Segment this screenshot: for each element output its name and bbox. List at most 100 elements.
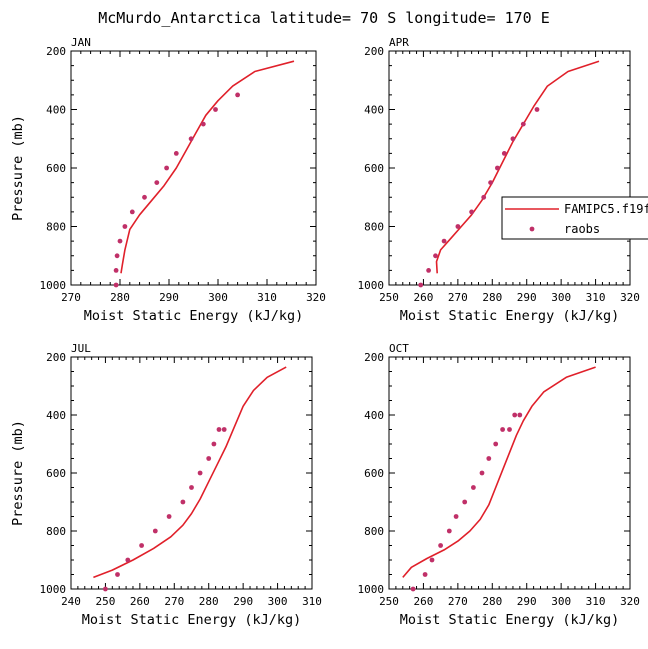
raobs-point: [125, 557, 131, 563]
raobs-point: [221, 427, 227, 432]
x-tick-label: 320: [620, 291, 640, 304]
raobs-point: [455, 224, 461, 229]
x-axis-label: Moist Static Energy (kJ/kg): [400, 612, 619, 628]
raobs-point: [152, 528, 158, 534]
raobs-point: [129, 209, 135, 215]
raobs-point: [418, 282, 424, 288]
raobs-point: [441, 238, 447, 244]
panel-jan: JAN 270 280 290 300 310 320 200 400 600 800 1000 Moi…: [10, 36, 326, 324]
y-tick-label: 600: [46, 467, 66, 480]
y-tick-label: 1000: [40, 279, 67, 292]
raobs-point: [500, 427, 505, 432]
x-tick-label: 250: [379, 595, 399, 608]
x-tick-label: 260: [413, 595, 433, 608]
x-tick-label: 280: [482, 595, 502, 608]
raobs-point: [113, 282, 119, 288]
y-tick-label: 800: [364, 525, 384, 538]
y-tick-label: 200: [364, 351, 384, 364]
x-tick-label: 320: [306, 291, 326, 304]
raobs-point: [512, 412, 518, 418]
x-tick-label: 310: [586, 595, 606, 608]
raobs-point: [173, 151, 179, 156]
raobs-point: [495, 165, 500, 171]
raobs-point: [510, 136, 516, 142]
raobs-point: [142, 194, 147, 200]
x-axis-label: Moist Static Energy (kJ/kg): [400, 308, 619, 324]
panel-title: JUL: [71, 342, 91, 355]
raobs-point: [493, 441, 499, 447]
y-tick-label: 400: [364, 409, 384, 422]
raobs-point: [481, 194, 487, 200]
raobs-point: [115, 572, 120, 577]
x-tick-label: 280: [110, 291, 130, 304]
y-tick-label: 200: [46, 351, 66, 364]
model-profile-line: [402, 366, 596, 578]
raobs-point: [180, 499, 186, 505]
raobs-point: [117, 238, 123, 244]
raobs-point: [235, 92, 241, 98]
raobs-point: [213, 107, 218, 112]
x-tick-label: 320: [620, 595, 640, 608]
x-tick-label: 290: [233, 595, 253, 608]
raobs-point: [164, 165, 170, 171]
y-tick-label: 800: [46, 221, 66, 234]
raobs-point: [206, 456, 212, 461]
x-tick-label: 250: [379, 291, 399, 304]
raobs-point: [197, 470, 203, 476]
raobs-point: [520, 121, 526, 127]
raobs-point: [462, 499, 468, 505]
panel-jul: JUL 240 250 260 270 280 290 300 310 200 400 600 800 1…: [10, 342, 322, 628]
panel-title: OCT: [389, 342, 409, 355]
y-tick-label: 600: [364, 467, 384, 480]
panel-oct: OCT 250 260 270 280 290 300 310 320 200 400 600 800 1…: [358, 342, 640, 628]
model-profile-line: [93, 366, 287, 579]
x-tick-label: 310: [257, 291, 277, 304]
raobs-point: [486, 456, 492, 461]
raobs-point: [488, 180, 493, 186]
x-tick-label: 300: [268, 595, 288, 608]
x-tick-label: 260: [130, 595, 150, 608]
raobs-point: [200, 121, 206, 127]
raobs-point: [410, 586, 416, 592]
x-tick-label: 280: [482, 291, 502, 304]
x-tick-label: 310: [302, 595, 322, 608]
legend-box: [501, 196, 648, 240]
raobs-point: [122, 224, 128, 229]
raobs-point: [446, 528, 452, 534]
raobs-point: [438, 543, 443, 548]
legend-obs-marker: [529, 226, 535, 232]
y-tick-label: 400: [46, 409, 66, 422]
x-tick-label: 250: [95, 595, 115, 608]
raobs-point: [166, 514, 172, 519]
x-tick-label: 300: [208, 291, 228, 304]
x-tick-label: 270: [448, 291, 468, 304]
raobs-point: [211, 441, 217, 447]
y-tick-label: 600: [364, 162, 384, 175]
x-tick-label: 290: [517, 291, 537, 304]
raobs-point: [429, 557, 435, 563]
x-tick-label: 280: [199, 595, 219, 608]
raobs-point: [139, 543, 145, 548]
model-profile-line: [120, 60, 295, 274]
x-tick-label: 310: [586, 291, 606, 304]
y-axis-label: Pressure (mb): [10, 115, 26, 221]
raobs-point: [216, 427, 222, 432]
raobs-point: [154, 180, 160, 186]
raobs-point: [189, 485, 194, 490]
x-tick-label: 240: [61, 595, 81, 608]
raobs-point: [422, 572, 428, 577]
raobs-point: [517, 412, 523, 418]
x-tick-label: 270: [61, 291, 81, 304]
raobs-point: [114, 253, 120, 259]
raobs-point: [479, 470, 485, 476]
y-axis-label: Pressure (mb): [10, 420, 26, 526]
y-tick-label: 200: [364, 45, 384, 58]
y-tick-label: 800: [46, 525, 66, 538]
x-tick-label: 300: [551, 291, 571, 304]
y-tick-label: 400: [364, 104, 384, 117]
y-tick-label: 1000: [358, 279, 385, 292]
raobs-point: [113, 268, 119, 273]
raobs-point: [433, 253, 438, 259]
y-tick-label: 800: [364, 221, 384, 234]
